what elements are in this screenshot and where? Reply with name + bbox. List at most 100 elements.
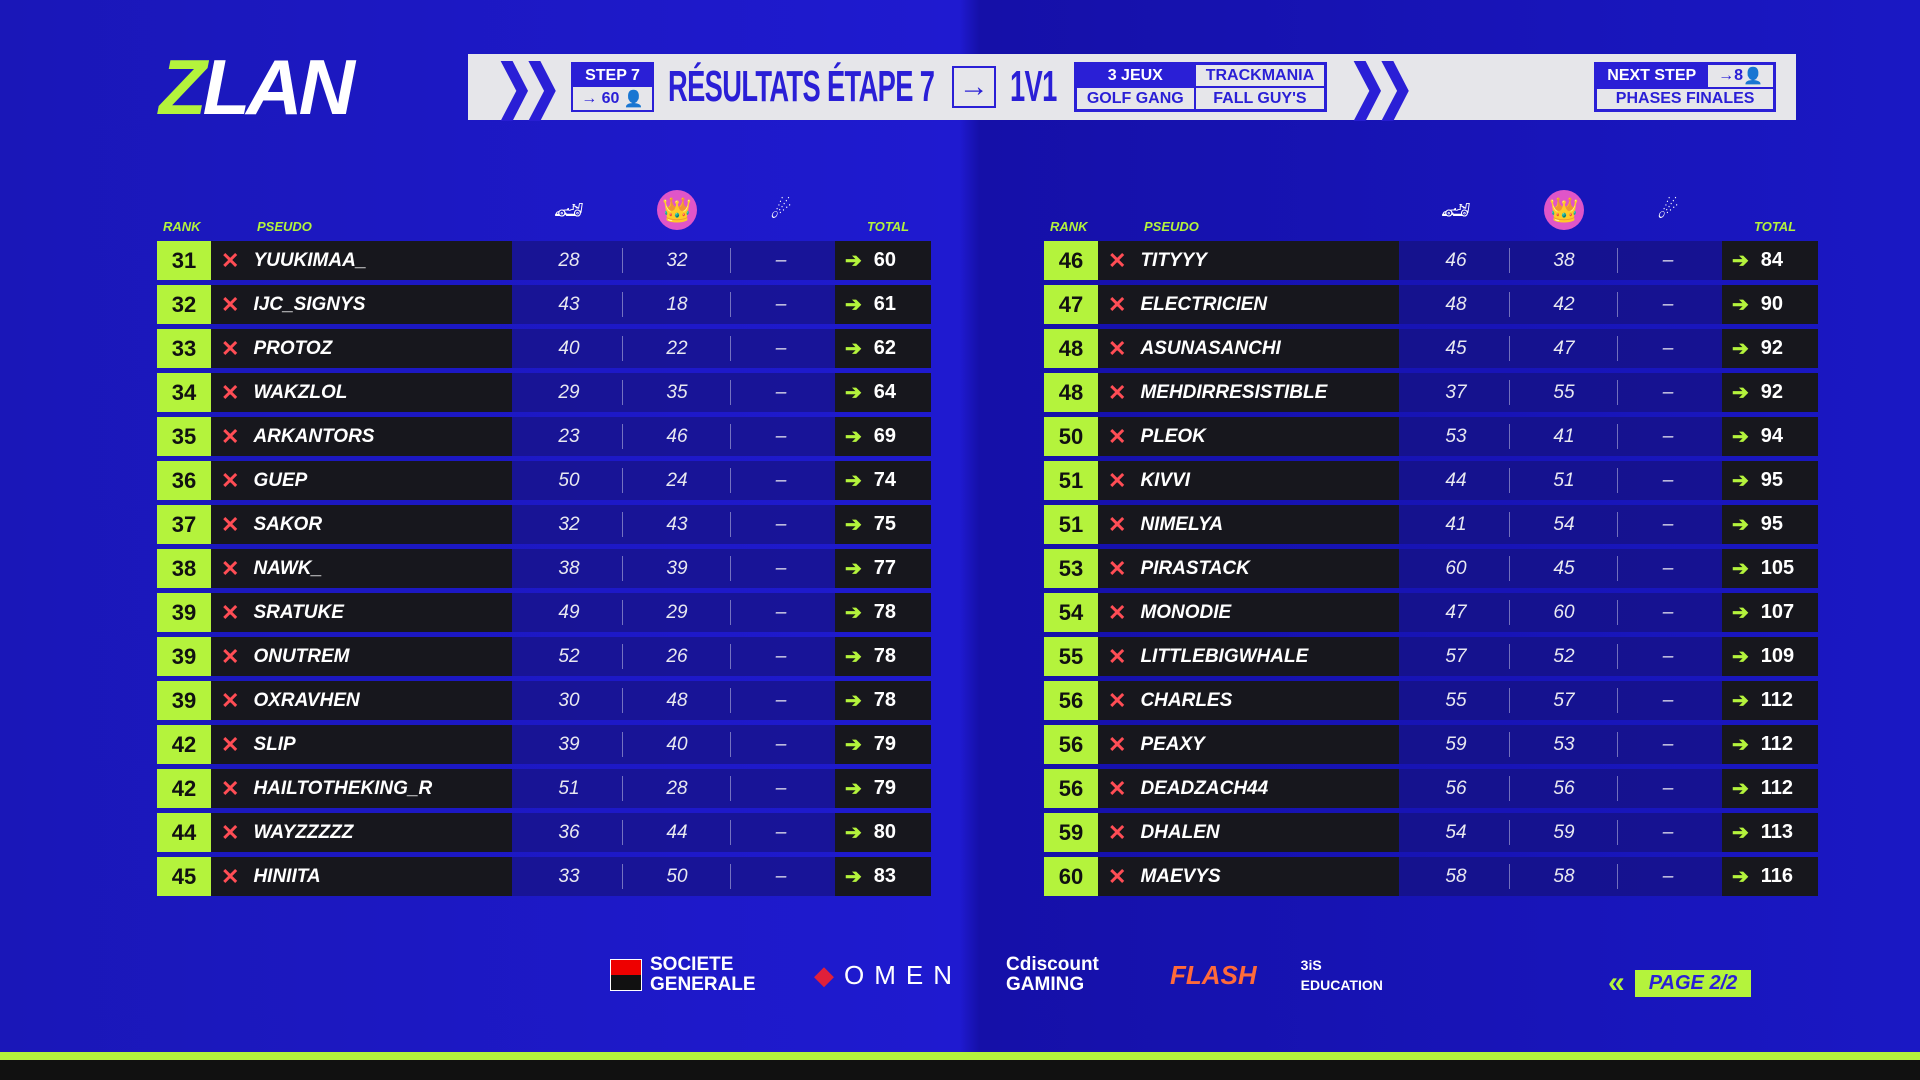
previous-page-button[interactable]: « [1608,966,1625,999]
divider [1509,424,1510,449]
divider [730,776,731,801]
total-text: 60 [873,249,897,271]
total-text: 62 [873,337,897,359]
pseudo-text: SRATUKE [253,601,344,623]
eliminated-x-icon: ✕ [1108,555,1127,581]
sponsor-3is: 3iS EDUCATION [1300,957,1383,993]
pseudo-text: WAYZZZZZ [253,821,354,843]
score-golf-gang: – [1662,733,1674,755]
eliminated-x-icon: ✕ [221,511,240,537]
scores-cell: 49 29 – [512,593,835,632]
pseudo-text: YUUKIMAA_ [253,249,367,271]
arrow-right-icon: ➔ [1732,470,1749,492]
sponsor-flash: FLASH [1170,960,1257,990]
score-trackmania: 29 [558,381,580,403]
table-row: 34 ✕ WAKZLOL 29 35 – ➔ 64 [157,373,931,412]
next-players: →8 [1718,67,1744,84]
rank-cell: 55 [1044,637,1098,676]
chevron-right-icon: ❯❯ [1348,54,1415,119]
score-golf-gang: – [775,777,787,799]
total-cell: ➔ 78 [835,637,931,676]
game-trackmania: TRACKMANIA [1194,64,1326,87]
rank-cell: 33 [157,329,211,368]
total-text: 90 [1760,293,1784,315]
score-fall-guys: 53 [1553,733,1575,755]
total-cell: ➔ 107 [1722,593,1818,632]
scores-cell: 44 51 – [1399,461,1722,500]
score-trackmania: 48 [1445,293,1467,315]
eliminated-x-icon: ✕ [221,467,240,493]
pseudo-text: DHALEN [1140,821,1220,843]
arrow-right-icon: ➔ [845,514,862,536]
arrow-right-icon: ➔ [845,734,862,756]
divider [1509,380,1510,405]
score-golf-gang: – [1662,337,1674,359]
score-golf-gang: – [1662,601,1674,623]
scores-cell: 53 41 – [1399,417,1722,456]
scores-cell: 36 44 – [512,813,835,852]
eliminated-x-icon: ✕ [1108,423,1127,449]
table-row: 56 ✕ PEAXY 59 53 – ➔ 112 [1044,725,1818,764]
score-trackmania: 54 [1445,821,1467,843]
pseudo-cell: ✕ ELECTRICIEN [1098,285,1399,324]
scores-cell: 54 59 – [1399,813,1722,852]
table-row: 44 ✕ WAYZZZZZ 36 44 – ➔ 80 [157,813,931,852]
scores-cell: 29 35 – [512,373,835,412]
table-row: 60 ✕ MAEVYS 58 58 – ➔ 116 [1044,857,1818,896]
pseudo-cell: ✕ PEAXY [1098,725,1399,764]
total-text: 105 [1760,557,1795,579]
total-text: 69 [873,425,897,447]
eliminated-x-icon: ✕ [221,863,240,889]
rank-cell: 38 [157,549,211,588]
divider [622,732,623,757]
score-fall-guys: 29 [666,601,688,623]
score-golf-gang: – [1662,513,1674,535]
eliminated-x-icon: ✕ [1108,247,1127,273]
arrow-right-icon: ➔ [1732,734,1749,756]
scores-cell: 30 48 – [512,681,835,720]
scores-cell: 56 56 – [1399,769,1722,808]
pseudo-cell: ✕ SAKOR [211,505,512,544]
mode-label: 1V1 [1009,62,1057,111]
rank-cell: 44 [157,813,211,852]
games-count: 3 JEUX [1075,64,1195,87]
pagination: « PAGE 2/2 [1608,966,1752,1000]
score-trackmania: 60 [1445,557,1467,579]
arrow-right-icon: ➔ [845,558,862,580]
page-title: RÉSULTATS ÉTAPE 7 [667,62,935,111]
pseudo-cell: ✕ MONODIE [1098,593,1399,632]
score-fall-guys: 59 [1553,821,1575,843]
total-text: 116 [1760,865,1794,887]
pseudo-cell: ✕ GUEP [211,461,512,500]
total-cell: ➔ 92 [1722,373,1818,412]
table-row: 54 ✕ MONODIE 47 60 – ➔ 107 [1044,593,1818,632]
scores-cell: 28 32 – [512,241,835,280]
table-row: 38 ✕ NAWK_ 38 39 – ➔ 77 [157,549,931,588]
score-trackmania: 39 [558,733,580,755]
divider [1617,424,1618,449]
divider [730,820,731,845]
total-text: 95 [1760,469,1784,491]
scores-cell: 47 60 – [1399,593,1722,632]
table-row: 59 ✕ DHALEN 54 59 – ➔ 113 [1044,813,1818,852]
divider [1509,600,1510,625]
pseudo-cell: ✕ NIMELYA [1098,505,1399,544]
total-cell: ➔ 61 [835,285,931,324]
divider [730,424,731,449]
score-fall-guys: 51 [1553,469,1575,491]
pseudo-cell: ✕ LITTLEBIGWHALE [1098,637,1399,676]
rank-cell: 56 [1044,681,1098,720]
score-golf-gang: – [775,733,787,755]
pseudo-header: PSEUDO [1144,219,1199,234]
eliminated-x-icon: ✕ [221,819,240,845]
next-step-label: NEXT STEP [1596,64,1708,88]
divider [622,556,623,581]
score-fall-guys: 26 [666,645,688,667]
total-cell: ➔ 80 [835,813,931,852]
score-trackmania: 30 [558,689,580,711]
table-row: 42 ✕ HAILTOTHEKING_R 51 28 – ➔ 79 [157,769,931,808]
fall-guys-icon: 👑 [657,190,697,230]
eliminated-x-icon: ✕ [221,775,240,801]
score-golf-gang: – [1662,381,1674,403]
scores-cell: 46 38 – [1399,241,1722,280]
